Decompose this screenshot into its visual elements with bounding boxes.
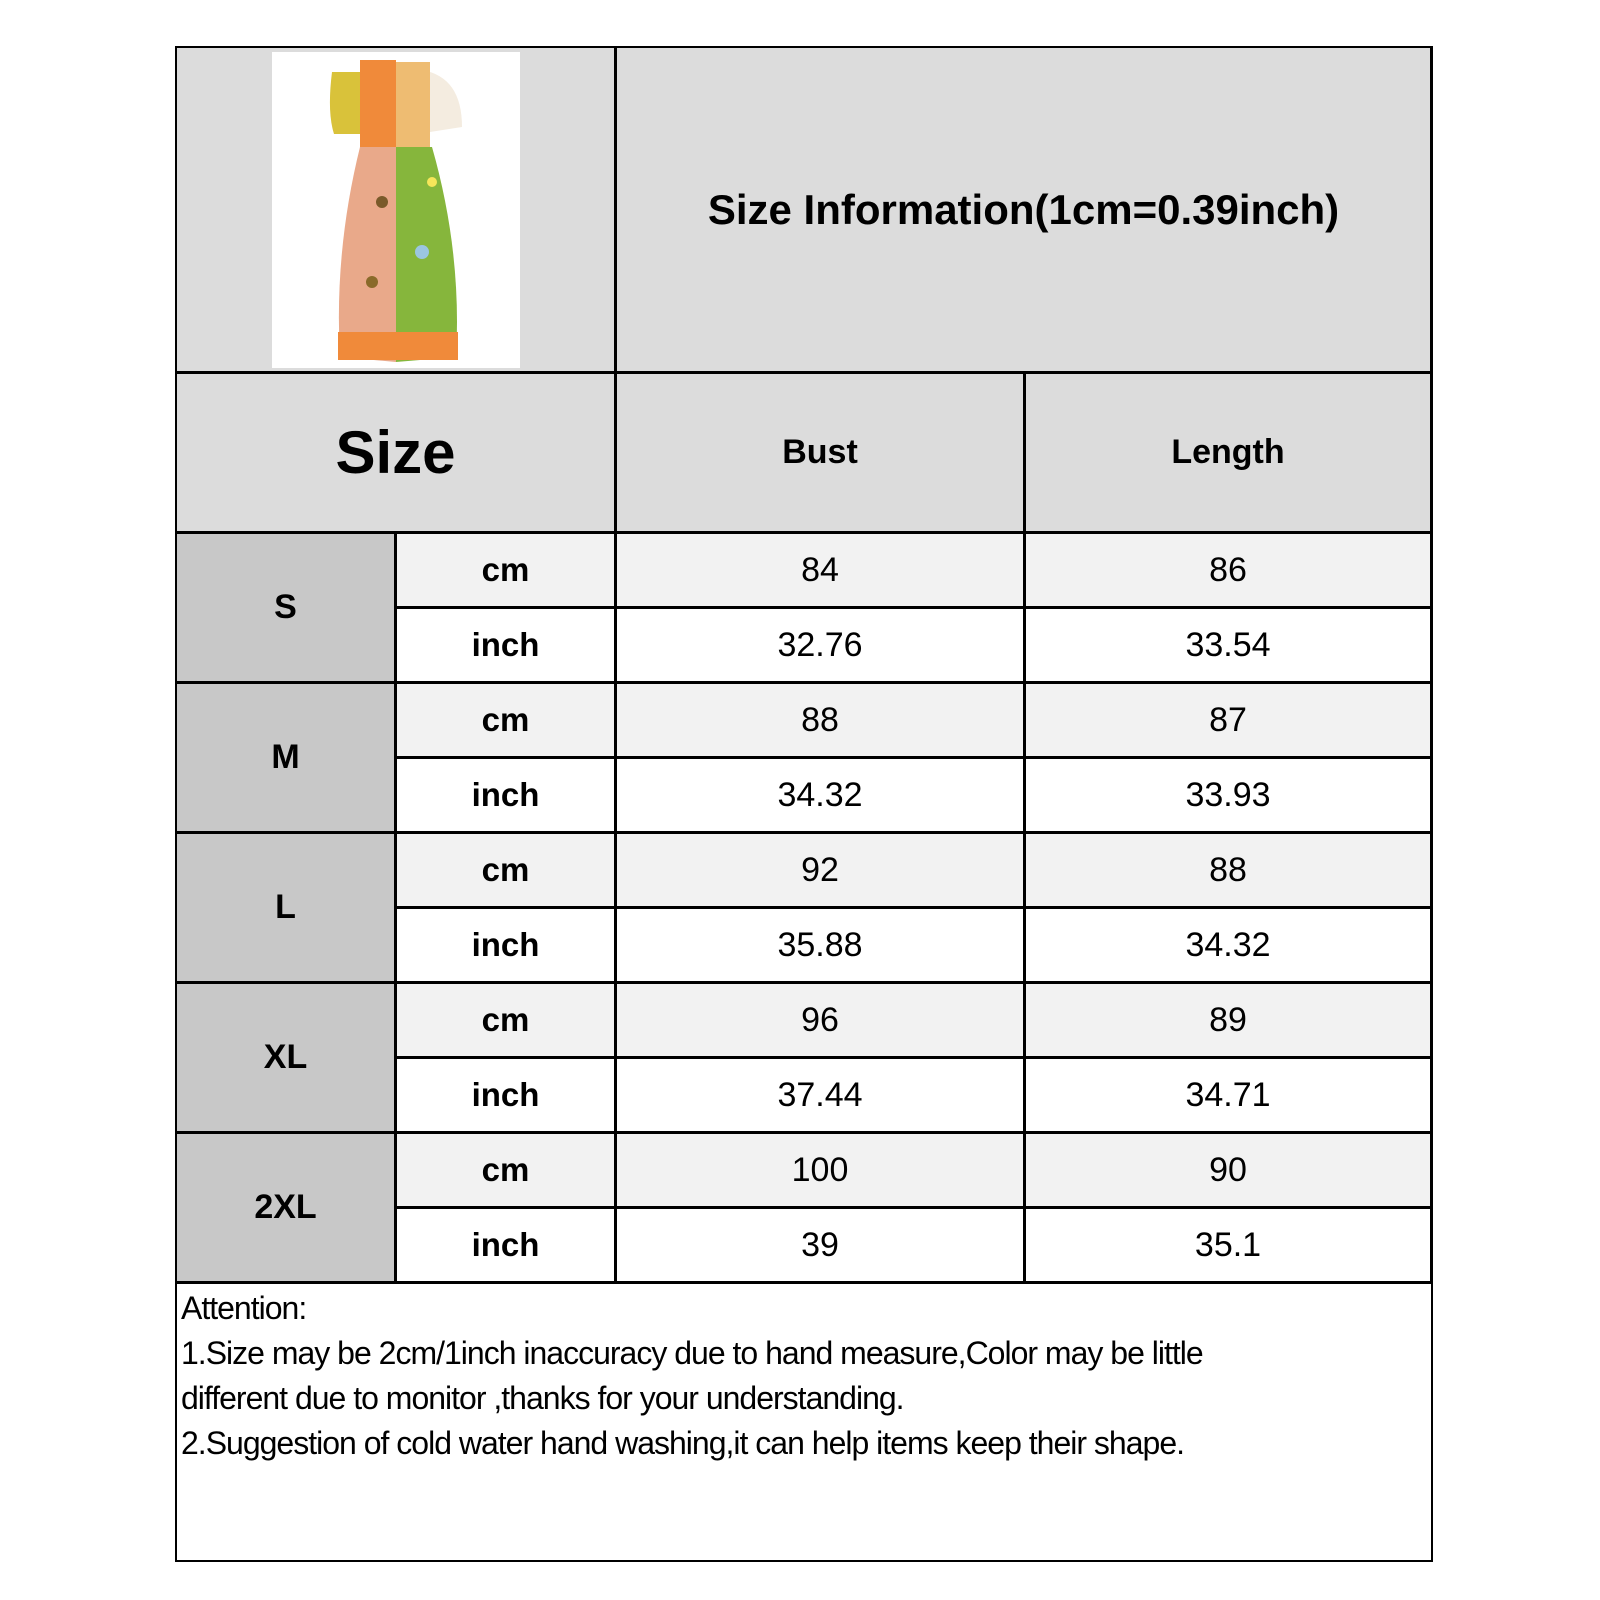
length-value: 33.93	[1026, 759, 1433, 834]
length-value: 87	[1026, 684, 1433, 759]
size-label: S	[177, 534, 397, 684]
product-image-cell	[177, 48, 617, 374]
unit-label: cm	[397, 1134, 617, 1209]
size-label: XL	[177, 984, 397, 1134]
bust-column-header: Bust	[617, 374, 1026, 534]
size-label: 2XL	[177, 1134, 397, 1284]
size-column-header: Size	[177, 374, 617, 534]
page-title: Size Information(1cm=0.39inch)	[617, 48, 1433, 374]
notes-heading: Attention:	[181, 1290, 307, 1326]
unit-label: inch	[397, 1059, 617, 1134]
unit-label: inch	[397, 609, 617, 684]
unit-label: cm	[397, 834, 617, 909]
length-value: 33.54	[1026, 609, 1433, 684]
bust-value: 37.44	[617, 1059, 1026, 1134]
length-value: 35.1	[1026, 1209, 1433, 1284]
length-value: 34.32	[1026, 909, 1433, 984]
note-line: different due to monitor ,thanks for you…	[181, 1380, 905, 1416]
size-label: L	[177, 834, 397, 984]
bust-value: 92	[617, 834, 1026, 909]
bust-value: 88	[617, 684, 1026, 759]
size-chart-table: Size Information(1cm=0.39inch) Size Bust…	[175, 46, 1433, 1562]
unit-label: cm	[397, 684, 617, 759]
length-value: 86	[1026, 534, 1433, 609]
attention-notes: Attention: 1.Size may be 2cm/1inch inacc…	[181, 1286, 1204, 1466]
note-line: 1.Size may be 2cm/1inch inaccuracy due t…	[181, 1335, 1204, 1371]
unit-label: cm	[397, 534, 617, 609]
bust-value: 96	[617, 984, 1026, 1059]
unit-label: inch	[397, 1209, 617, 1284]
bust-value: 35.88	[617, 909, 1026, 984]
length-column-header: Length	[1026, 374, 1433, 534]
length-value: 34.71	[1026, 1059, 1433, 1134]
unit-label: inch	[397, 759, 617, 834]
length-value: 90	[1026, 1134, 1433, 1209]
bust-value: 34.32	[617, 759, 1026, 834]
bust-value: 100	[617, 1134, 1026, 1209]
note-line: 2.Suggestion of cold water hand washing,…	[181, 1425, 1185, 1461]
bust-value: 32.76	[617, 609, 1026, 684]
size-label: M	[177, 684, 397, 834]
unit-label: cm	[397, 984, 617, 1059]
length-value: 89	[1026, 984, 1433, 1059]
dress-image	[329, 60, 462, 362]
bust-value: 39	[617, 1209, 1026, 1284]
unit-label: inch	[397, 909, 617, 984]
bust-value: 84	[617, 534, 1026, 609]
length-value: 88	[1026, 834, 1433, 909]
